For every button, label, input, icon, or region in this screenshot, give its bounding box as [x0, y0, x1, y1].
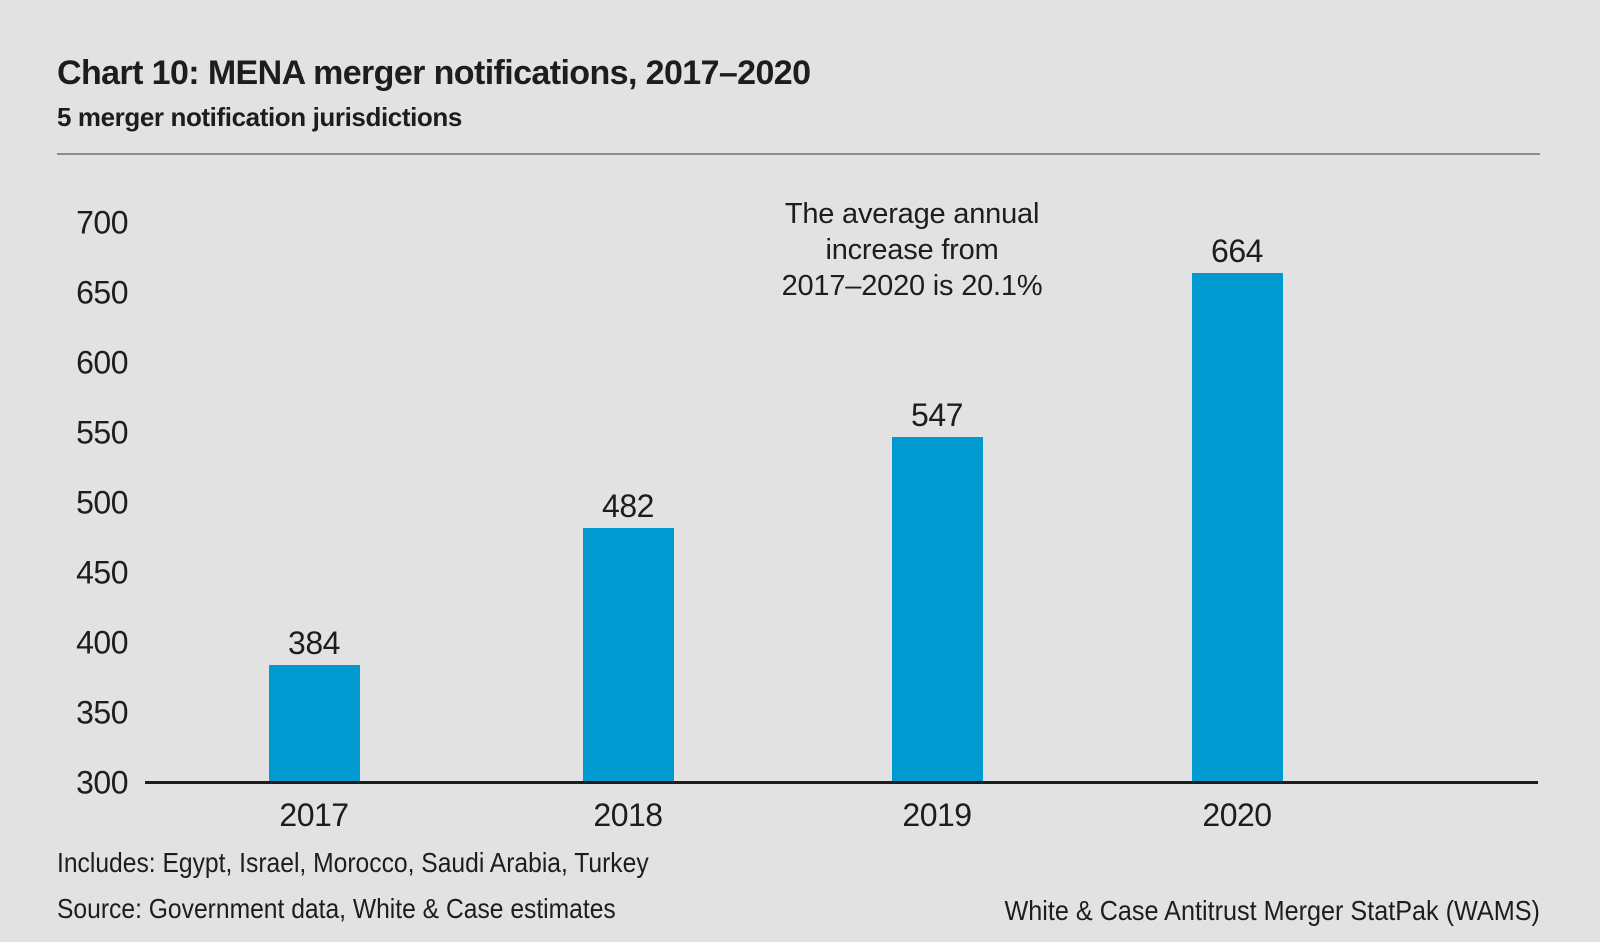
x-axis-label-2018: 2018: [593, 797, 663, 833]
annotation-line-1: The average annual: [784, 198, 1040, 230]
annotation-line-3: 2017–2020 is 20.1%: [781, 270, 1043, 302]
bar-2018: [582, 528, 674, 783]
y-axis-tick-label-300: 300: [76, 764, 128, 801]
header-divider: [57, 153, 1540, 155]
y-axis-tick-label-350: 350: [76, 694, 128, 731]
x-axis-baseline: [145, 781, 1538, 784]
annotation-line-2: increase from: [825, 234, 999, 266]
footer-includes: Includes: Egypt, Israel, Morocco, Saudi …: [57, 847, 649, 878]
x-axis-label-2019: 2019: [902, 797, 972, 833]
bar-value-label-2018: 482: [602, 488, 654, 525]
y-axis-tick-label-400: 400: [76, 624, 128, 661]
x-axis-label-2020: 2020: [1202, 797, 1272, 833]
chart-subtitle: 5 merger notification jurisdictions: [57, 102, 462, 132]
bar-value-label-2017: 384: [288, 625, 340, 662]
y-axis-tick-label-500: 500: [76, 484, 128, 521]
footer-attribution: White & Case Antitrust Merger StatPak (W…: [1004, 895, 1540, 926]
y-axis-tick-label-600: 600: [76, 344, 128, 381]
bar-2017: [268, 665, 360, 783]
chart-title: Chart 10: MENA merger notifications, 201…: [57, 54, 811, 92]
y-axis-tick-label-450: 450: [76, 554, 128, 591]
bar-2020: [1191, 273, 1283, 783]
x-axis-label-2017: 2017: [279, 797, 349, 833]
bar-value-label-2019: 547: [911, 397, 963, 434]
bar-2019: [891, 437, 983, 783]
y-axis-tick-label-550: 550: [76, 414, 128, 451]
chart-annotation: The average annual increase from 2017–20…: [662, 196, 1162, 304]
y-axis-tick-label-700: 700: [76, 204, 128, 241]
bar-value-label-2020: 664: [1211, 233, 1263, 270]
y-axis-tick-label-650: 650: [76, 274, 128, 311]
footer-source: Source: Government data, White & Case es…: [57, 893, 616, 924]
